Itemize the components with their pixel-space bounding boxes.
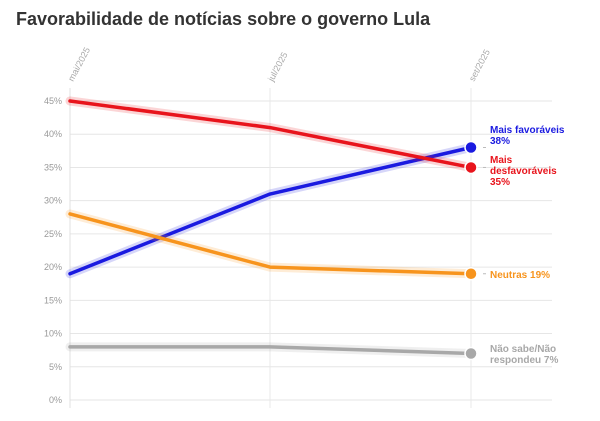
- series-end-marker: [464, 160, 478, 175]
- y-tick-label: 40%: [44, 129, 62, 139]
- x-axis-ticks: mai/2025 jul/2025 set/2025: [66, 46, 492, 84]
- series-end-label: respondeu 7%: [490, 355, 558, 366]
- series-point: [268, 192, 272, 196]
- series-point: [68, 345, 72, 349]
- y-tick-label: 45%: [44, 96, 62, 106]
- series-end-marker: [464, 140, 478, 155]
- series-end-label: Neutras 19%: [490, 270, 550, 281]
- series-end-marker: [464, 267, 478, 281]
- x-tick-label: mai/2025: [66, 46, 92, 83]
- series-end-label: Não sabe/Não: [490, 344, 556, 355]
- y-tick-label: 0%: [49, 395, 62, 405]
- y-tick-label: 35%: [44, 162, 62, 172]
- series-point: [268, 345, 272, 349]
- series-point: [68, 272, 72, 276]
- y-tick-label: 15%: [44, 295, 62, 305]
- series-end-label: Mais: [490, 155, 513, 166]
- chart-title: Favorabilidade de notícias sobre o gover…: [16, 9, 431, 29]
- y-tick-label: 30%: [44, 196, 62, 206]
- series-point: [68, 99, 72, 103]
- series-end-label: Mais favoráveis: [490, 125, 565, 136]
- series-end-marker: [464, 346, 478, 361]
- series-end-label: desfavoráveis: [490, 166, 557, 177]
- series-point: [268, 126, 272, 130]
- series-end-label: 35%: [490, 177, 510, 188]
- y-tick-label: 25%: [44, 229, 62, 239]
- y-tick-label: 10%: [44, 329, 62, 339]
- y-axis-ticks: 0% 5% 10% 15% 20% 25% 30% 35% 40% 45%: [44, 96, 62, 405]
- x-tick-label: jul/2025: [265, 50, 289, 83]
- series-point: [68, 212, 72, 216]
- series-point: [268, 265, 272, 269]
- series-end-label: 38%: [490, 136, 510, 147]
- x-tick-label: set/2025: [467, 48, 492, 83]
- series-markers: [68, 99, 478, 361]
- y-tick-label: 5%: [49, 362, 62, 372]
- y-tick-label: 20%: [44, 262, 62, 272]
